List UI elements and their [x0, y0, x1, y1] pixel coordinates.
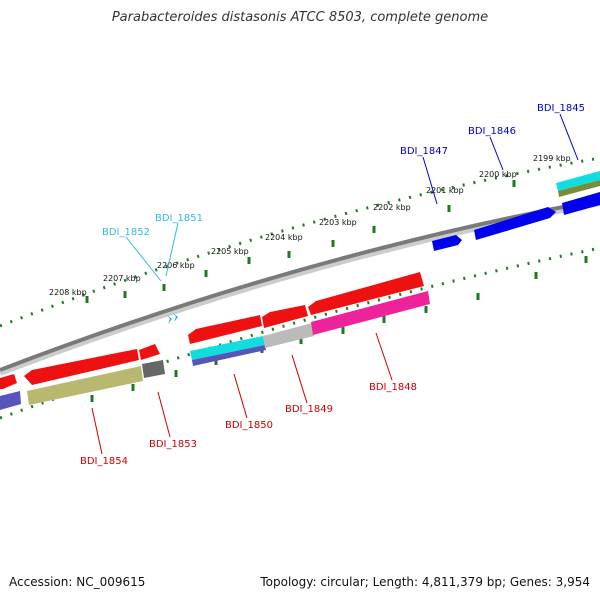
outer-major-ticks — [85, 180, 516, 303]
map-title: Parabacteroides distasonis ATCC 8503, co… — [111, 10, 489, 25]
genome-backbone — [0, 198, 600, 372]
marker-arrows — [173, 313, 178, 322]
reverse-features — [0, 272, 430, 410]
leader-line — [375, 332, 393, 381]
leader-line — [422, 156, 438, 205]
forward-features — [167, 171, 600, 324]
marker-arrows — [167, 315, 172, 324]
gene-label-bdi-1854[interactable]: BDI_1854 — [80, 456, 128, 467]
inner-major-ticks — [90, 256, 588, 402]
leader-line — [233, 373, 248, 419]
gene-label-bdi-1853[interactable]: BDI_1853 — [149, 439, 197, 450]
gene-label-bdi-1847[interactable]: BDI_1847 — [400, 146, 448, 157]
kbp-label: 2207 kbp — [103, 274, 141, 283]
kbp-label: 2208 kbp — [49, 288, 87, 297]
leader-line — [489, 136, 504, 171]
gene-feature-bdi-1846[interactable] — [474, 207, 556, 240]
accession-text: Accession: NC_009615 — [9, 575, 146, 589]
kbp-label: 2205 kbp — [211, 247, 249, 256]
gene-feature-edge-purple[interactable] — [0, 391, 21, 410]
gene-label-bdi-1850[interactable]: BDI_1850 — [225, 420, 273, 431]
kbp-label: 2201 kbp — [426, 186, 464, 195]
kbp-label: 2203 kbp — [319, 218, 357, 227]
gene-feature-red-3[interactable] — [188, 315, 262, 344]
leader-line — [157, 391, 171, 438]
gene-feature-edge-red[interactable] — [0, 374, 17, 389]
leader-line — [165, 222, 179, 277]
gene-feature-olive-1[interactable] — [27, 366, 143, 405]
gene-feature-bdi-1845[interactable] — [562, 192, 600, 215]
gene-feature-cyan-2[interactable] — [190, 336, 265, 360]
kbp-label: 2199 kbp — [533, 154, 571, 163]
leader-line — [291, 354, 308, 404]
gene-feature-red-4[interactable] — [262, 305, 308, 328]
gene-feature-olive[interactable] — [558, 180, 600, 197]
gene-label-bdi-1852[interactable]: BDI_1852 — [102, 227, 150, 238]
kbp-label: 2206 kbp — [157, 261, 195, 270]
kbp-label: 2202 kbp — [373, 203, 411, 212]
gene-feature-red-1[interactable] — [24, 349, 139, 385]
gene-feature-red-2[interactable] — [139, 344, 160, 360]
gene-feature-bdi-1847[interactable] — [432, 235, 462, 251]
kbp-label: 2204 kbp — [265, 233, 303, 242]
kbp-label: 2200 kbp — [479, 170, 517, 179]
gene-label-bdi-1848[interactable]: BDI_1848 — [369, 382, 417, 393]
gene-feature-cyan[interactable] — [556, 171, 600, 191]
gene-feature-magenta[interactable] — [311, 291, 430, 335]
gene-label-bdi-1846[interactable]: BDI_1846 — [468, 126, 516, 137]
outer-tick-ring — [0, 156, 600, 328]
gene-feature-grey[interactable] — [263, 323, 314, 348]
gene-feature-purple-2[interactable] — [192, 345, 266, 366]
leader-line — [91, 407, 103, 455]
leader-line — [559, 113, 579, 161]
gene-label-bdi-1845[interactable]: BDI_1845 — [537, 103, 585, 114]
gene-feature-red-5[interactable] — [308, 272, 424, 315]
gene-feature-dark-grey[interactable] — [142, 360, 165, 378]
leader-line — [125, 236, 162, 282]
genome-summary-text: Topology: circular; Length: 4,811,379 bp… — [260, 575, 590, 589]
gene-label-bdi-1849[interactable]: BDI_1849 — [285, 404, 333, 415]
gene-label-bdi-1851[interactable]: BDI_1851 — [155, 213, 203, 224]
